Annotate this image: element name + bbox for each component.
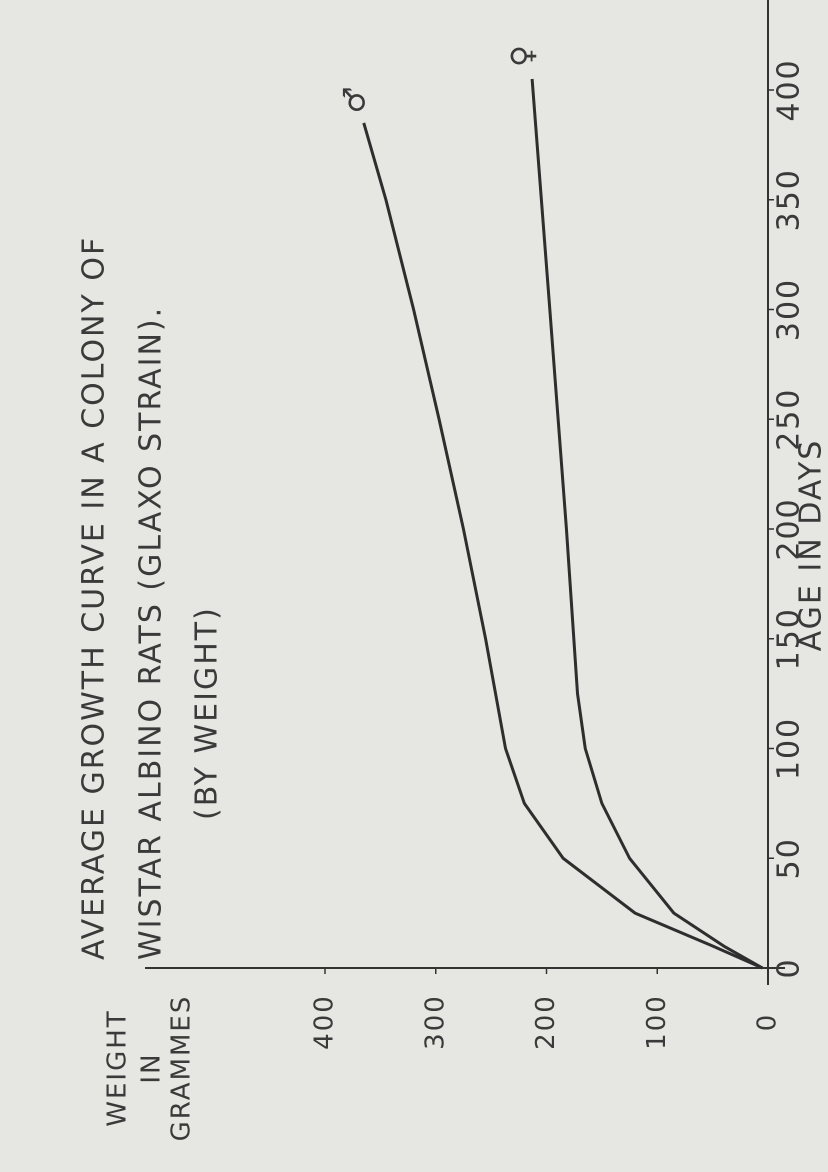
x-tick-label: 100 [772, 717, 807, 780]
y-tick-label: 200 [531, 994, 561, 1050]
y-axis-label: IN [137, 1052, 167, 1083]
x-tick-label: 400 [772, 58, 807, 121]
y-tick-label: 0 [753, 1013, 783, 1032]
y-axis-label: WEIGHT [103, 1009, 133, 1126]
chart-title: (BY WEIGHT) [190, 606, 225, 820]
legend-label: ♀ [506, 43, 541, 67]
x-tick-label: 200 [772, 497, 807, 560]
x-tick-label: 350 [772, 168, 807, 231]
x-tick-label: 300 [772, 278, 807, 341]
y-axis-label: GRAMMES [167, 995, 197, 1142]
chart-title: WISTAR ALBINO RATS (GLAXO STRAIN). [134, 306, 169, 960]
series-line [530, 78, 764, 970]
chart-title: AVERAGE GROWTH CURVE IN A COLONY OF [77, 236, 112, 960]
y-tick-label: 300 [420, 994, 450, 1050]
legend-label: ♂ [337, 84, 372, 113]
x-tick-label: 250 [772, 388, 807, 451]
series-line [362, 122, 764, 970]
x-tick-label: 0 [772, 957, 807, 978]
x-tick-label: 150 [772, 607, 807, 670]
y-tick-label: 100 [642, 994, 672, 1050]
y-tick-label: 400 [310, 994, 340, 1050]
x-axis-label: AGE IN DAYS [794, 439, 828, 652]
x-tick-label: 50 [772, 837, 807, 879]
